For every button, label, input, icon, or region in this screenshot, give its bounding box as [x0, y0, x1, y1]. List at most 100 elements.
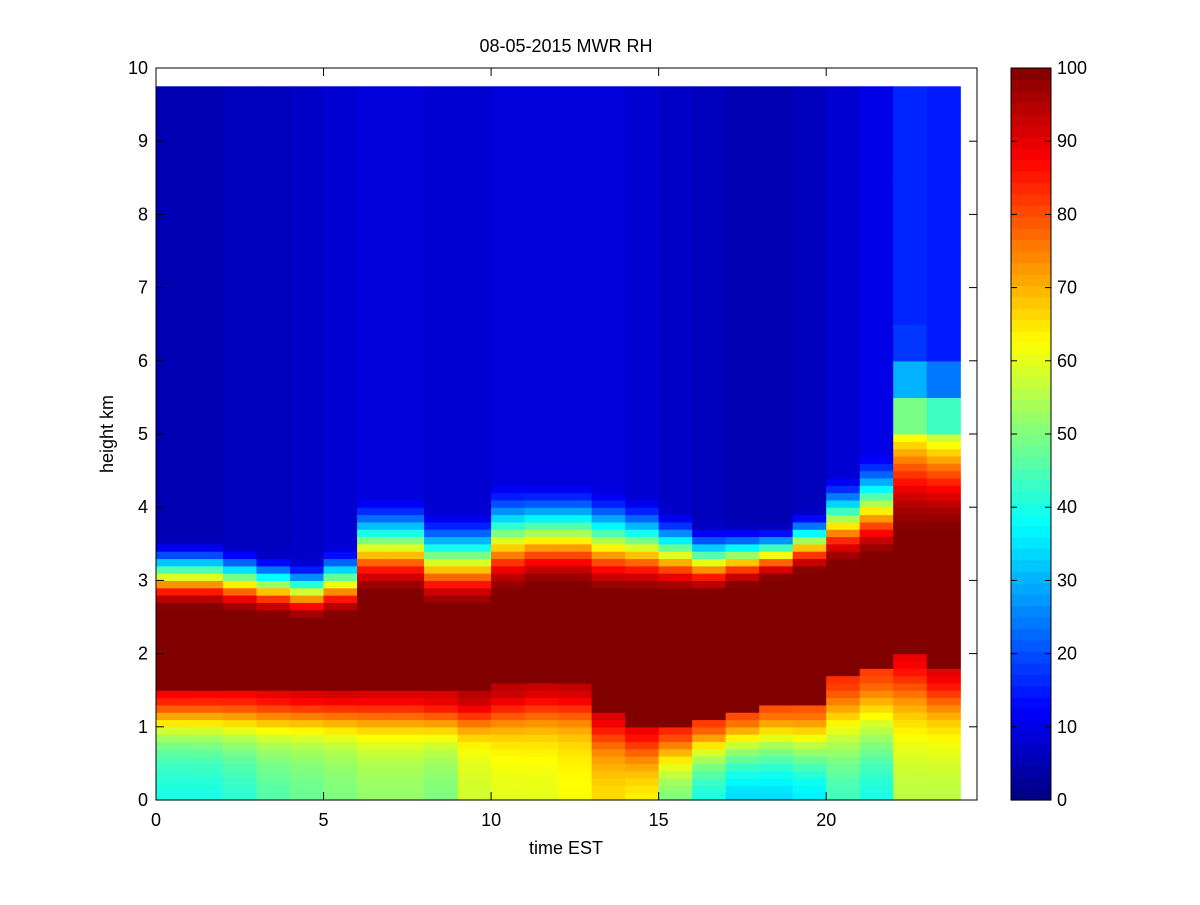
heatmap-cell [893, 697, 928, 706]
heatmap-cell [156, 470, 191, 479]
heatmap-cell [692, 360, 727, 398]
heatmap-cell [290, 573, 325, 581]
heatmap-cell [591, 141, 626, 179]
heatmap-cell [658, 441, 693, 450]
heatmap-cell [591, 573, 626, 581]
heatmap-cell [457, 638, 492, 647]
colorbar-segment [1011, 605, 1051, 618]
heatmap-cell [759, 697, 794, 706]
heatmap-cell [759, 397, 794, 435]
heatmap-cell [893, 324, 928, 362]
heatmap-cell [926, 638, 961, 647]
heatmap-cell [926, 565, 961, 574]
heatmap-cell [893, 624, 928, 633]
heatmap-cell [290, 756, 325, 764]
heatmap-cell [826, 690, 861, 699]
heatmap-cell [692, 682, 727, 691]
heatmap-cell [524, 763, 559, 772]
colorbar-segment [1011, 445, 1051, 458]
heatmap-cell [692, 470, 727, 479]
heatmap-cell [625, 485, 660, 494]
heatmap-cell [692, 653, 727, 662]
heatmap-cell [189, 756, 224, 764]
heatmap-cell [491, 565, 526, 574]
heatmap-cell [658, 287, 693, 325]
heatmap-cell [290, 86, 325, 106]
heatmap-cell [424, 638, 459, 647]
heatmap-cell [591, 675, 626, 684]
heatmap-cell [658, 675, 693, 684]
heatmap-cell [189, 653, 224, 662]
heatmap-cell [926, 617, 961, 625]
heatmap-cell [189, 485, 224, 494]
heatmap-cell [424, 734, 459, 743]
heatmap-cell [558, 499, 593, 508]
heatmap-cell [290, 624, 325, 633]
heatmap-cell [323, 565, 358, 574]
heatmap-cell [558, 287, 593, 325]
heatmap-cell [256, 631, 291, 640]
heatmap-cell [692, 638, 727, 647]
heatmap-cell [223, 251, 258, 289]
heatmap-cell [390, 792, 425, 801]
heatmap-cell [826, 704, 861, 713]
heatmap-cell [491, 485, 526, 494]
heatmap-cell [223, 726, 258, 735]
heatmap-cell [491, 646, 526, 655]
heatmap-cell [424, 177, 459, 215]
heatmap-cell [826, 558, 861, 567]
heatmap-cell [859, 624, 894, 633]
heatmap-cell [625, 617, 660, 625]
heatmap-cell [323, 770, 358, 779]
heatmap-cell [692, 251, 727, 289]
heatmap-cell [223, 514, 258, 523]
heatmap-cell [658, 638, 693, 647]
heatmap-cell [759, 734, 794, 743]
colorbar-segment [1011, 113, 1051, 126]
colorbar-tick-label: 30 [1057, 570, 1077, 590]
heatmap-cell [826, 631, 861, 640]
heatmap-cell [625, 177, 660, 215]
heatmap-cell [457, 104, 492, 142]
heatmap-cell [792, 324, 827, 362]
heatmap-cell [457, 712, 492, 721]
colorbar-segment [1011, 788, 1051, 801]
heatmap-cell [826, 792, 861, 801]
heatmap-cell [658, 697, 693, 706]
heatmap-cell [692, 558, 727, 567]
heatmap-cell [390, 86, 425, 106]
heatmap-cell [357, 756, 392, 764]
heatmap-cell [290, 609, 325, 618]
heatmap-cell [156, 646, 191, 655]
heatmap-cell [558, 756, 593, 764]
heatmap-cell [591, 397, 626, 435]
heatmap-cell [558, 463, 593, 472]
heatmap-cell [826, 756, 861, 764]
heatmap-cell [859, 324, 894, 362]
heatmap-cell [357, 287, 392, 325]
heatmap-cell [156, 712, 191, 721]
heatmap-cell [156, 785, 191, 794]
heatmap-cell [558, 631, 593, 640]
y-tick-label: 5 [138, 424, 148, 444]
heatmap-cell [558, 734, 593, 743]
heatmap-cell [658, 551, 693, 560]
heatmap-cell [658, 536, 693, 545]
colorbar-segment [1011, 205, 1051, 218]
heatmap-cell [893, 646, 928, 655]
heatmap-cell [692, 704, 727, 713]
heatmap-cell [658, 507, 693, 516]
heatmap-cell [491, 682, 526, 691]
heatmap-cell [926, 756, 961, 764]
heatmap-cell [491, 455, 526, 464]
heatmap-cell [223, 763, 258, 772]
heatmap-cell [189, 734, 224, 743]
heatmap-cell [189, 660, 224, 669]
heatmap-cell [692, 141, 727, 179]
heatmap-cell [926, 734, 961, 743]
heatmap-cell [390, 507, 425, 516]
heatmap-cell [524, 756, 559, 764]
heatmap-cell [625, 697, 660, 706]
heatmap-cell [893, 455, 928, 464]
heatmap-cell [926, 177, 961, 215]
